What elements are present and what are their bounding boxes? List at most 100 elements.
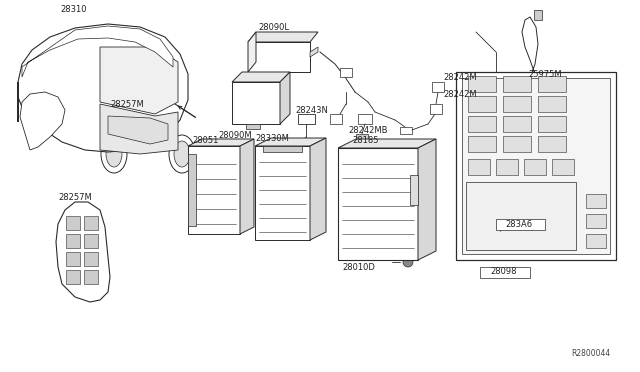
Polygon shape: [84, 270, 98, 284]
Text: 28242MB: 28242MB: [348, 125, 387, 135]
Polygon shape: [292, 147, 302, 154]
Polygon shape: [544, 134, 555, 144]
Text: 28310: 28310: [60, 4, 86, 13]
Polygon shape: [524, 159, 546, 175]
Polygon shape: [400, 127, 412, 134]
Polygon shape: [432, 82, 444, 92]
Polygon shape: [468, 116, 496, 132]
Text: 25975M: 25975M: [528, 70, 562, 78]
Polygon shape: [356, 134, 368, 142]
Text: 28257M: 28257M: [110, 99, 144, 109]
Polygon shape: [586, 194, 606, 208]
Polygon shape: [503, 136, 531, 152]
Polygon shape: [330, 114, 342, 124]
Polygon shape: [248, 42, 310, 72]
Ellipse shape: [174, 141, 190, 167]
Text: 28242M: 28242M: [443, 90, 477, 99]
Circle shape: [293, 52, 303, 62]
Polygon shape: [538, 136, 566, 152]
Circle shape: [390, 224, 402, 236]
Polygon shape: [298, 114, 315, 124]
Polygon shape: [84, 234, 98, 248]
Polygon shape: [538, 116, 566, 132]
Polygon shape: [534, 10, 542, 20]
Polygon shape: [462, 78, 610, 254]
Polygon shape: [100, 47, 178, 114]
Polygon shape: [516, 114, 528, 124]
Polygon shape: [496, 159, 518, 175]
Polygon shape: [358, 114, 372, 124]
Circle shape: [403, 257, 413, 267]
Polygon shape: [538, 76, 566, 92]
Polygon shape: [66, 270, 80, 284]
Polygon shape: [66, 216, 80, 230]
Text: 28330M: 28330M: [255, 134, 289, 142]
Circle shape: [257, 52, 267, 62]
Polygon shape: [418, 139, 436, 260]
Polygon shape: [66, 234, 80, 248]
Polygon shape: [255, 138, 326, 146]
Circle shape: [275, 52, 285, 62]
Polygon shape: [496, 219, 545, 230]
Polygon shape: [310, 138, 326, 240]
Text: 283A6: 283A6: [505, 219, 532, 228]
Circle shape: [546, 120, 602, 176]
Polygon shape: [468, 76, 496, 92]
Polygon shape: [246, 124, 260, 129]
Polygon shape: [188, 139, 254, 146]
Polygon shape: [338, 148, 418, 260]
Polygon shape: [586, 234, 606, 248]
Text: 28242M: 28242M: [443, 73, 477, 81]
Ellipse shape: [101, 135, 127, 173]
Polygon shape: [188, 146, 240, 234]
Text: R2800044: R2800044: [571, 350, 610, 359]
Polygon shape: [22, 26, 173, 77]
Ellipse shape: [106, 141, 122, 167]
Text: 28185: 28185: [352, 135, 378, 144]
Text: 28098: 28098: [490, 267, 516, 276]
Polygon shape: [108, 116, 168, 144]
Polygon shape: [280, 72, 290, 124]
Polygon shape: [410, 175, 418, 205]
Circle shape: [378, 212, 414, 248]
Polygon shape: [263, 146, 302, 152]
Polygon shape: [248, 32, 318, 42]
Polygon shape: [188, 154, 196, 226]
Polygon shape: [338, 139, 436, 148]
Text: 28010D: 28010D: [342, 263, 375, 272]
Polygon shape: [538, 96, 566, 112]
Polygon shape: [503, 76, 531, 92]
Polygon shape: [552, 159, 574, 175]
Text: 28243N: 28243N: [295, 106, 328, 115]
Polygon shape: [84, 252, 98, 266]
Text: 28051: 28051: [192, 135, 218, 144]
Polygon shape: [240, 139, 254, 234]
Polygon shape: [18, 24, 188, 152]
Polygon shape: [480, 267, 530, 278]
Polygon shape: [503, 116, 531, 132]
Polygon shape: [232, 72, 290, 82]
Polygon shape: [56, 202, 110, 302]
Circle shape: [566, 140, 582, 156]
Circle shape: [532, 106, 616, 190]
Polygon shape: [468, 159, 490, 175]
Polygon shape: [466, 182, 576, 250]
Polygon shape: [430, 104, 442, 114]
Polygon shape: [20, 92, 65, 150]
Polygon shape: [66, 252, 80, 266]
Polygon shape: [468, 136, 496, 152]
Polygon shape: [100, 104, 178, 154]
Polygon shape: [248, 32, 256, 72]
Text: 28257M: 28257M: [58, 192, 92, 202]
Polygon shape: [503, 96, 531, 112]
Polygon shape: [84, 216, 98, 230]
Polygon shape: [310, 47, 318, 57]
Polygon shape: [232, 82, 280, 124]
Circle shape: [495, 231, 505, 241]
Polygon shape: [456, 72, 616, 260]
Polygon shape: [586, 214, 606, 228]
Polygon shape: [255, 146, 310, 240]
Ellipse shape: [169, 135, 195, 173]
Polygon shape: [340, 68, 352, 77]
Polygon shape: [468, 96, 496, 112]
